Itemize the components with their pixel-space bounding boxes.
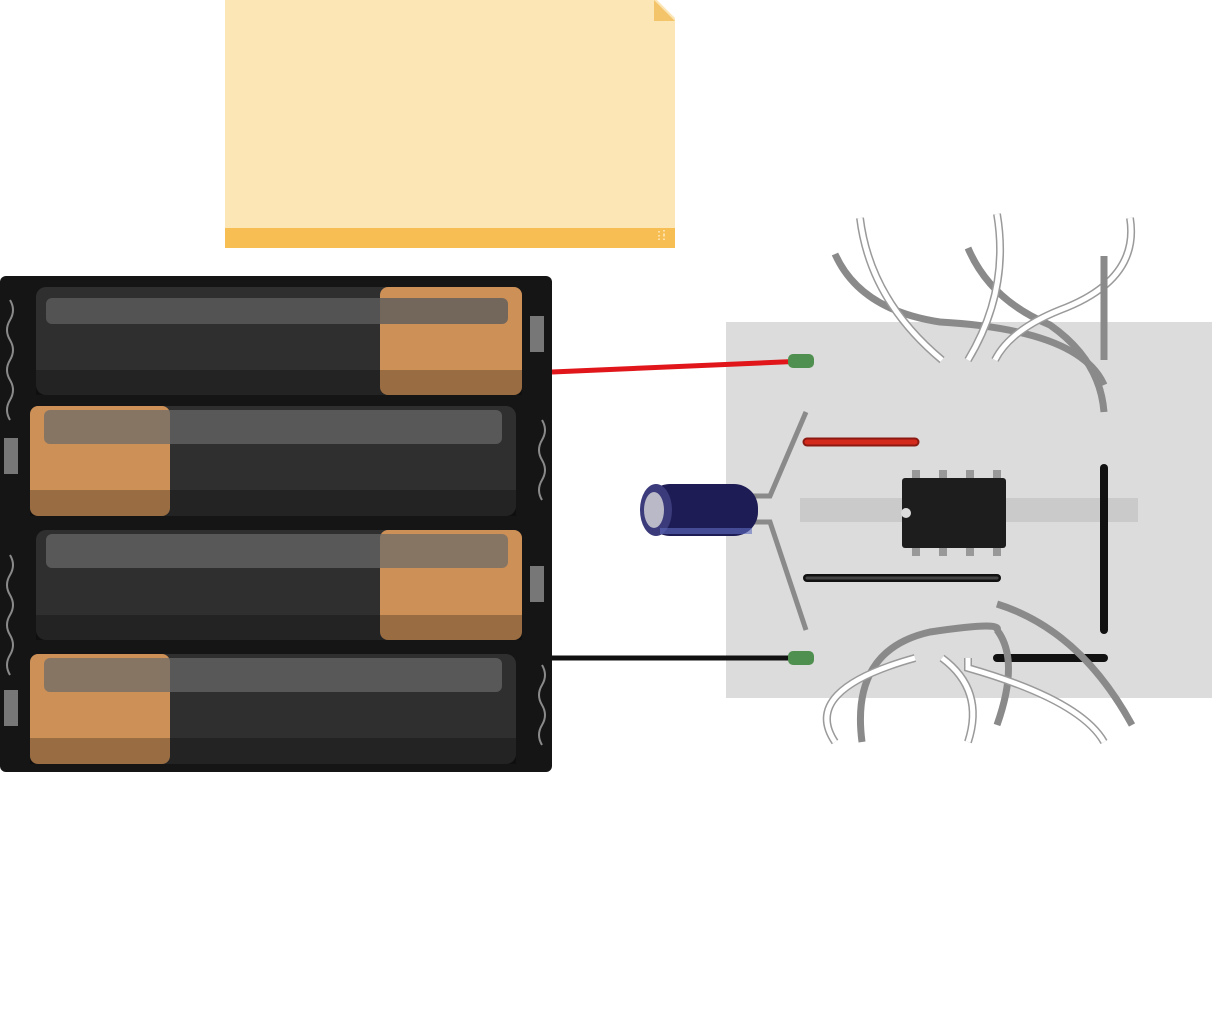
- battery-4: [30, 654, 516, 764]
- gray-wire[interactable]: [856, 622, 1001, 743]
- red-power-wire[interactable]: [551, 358, 806, 375]
- terminal-tab: [4, 438, 18, 474]
- note-bottom-bar: [225, 228, 675, 248]
- terminal-tab: [4, 690, 18, 726]
- terminal-tab: [530, 316, 544, 352]
- gray-wire[interactable]: [964, 246, 1108, 413]
- wire-end: [788, 354, 814, 368]
- capacitor[interactable]: [640, 411, 809, 631]
- right-spring-icon: [538, 664, 546, 746]
- sticky-note: [225, 0, 675, 248]
- left-spring-icon: [6, 299, 14, 421]
- right-spring-icon: [538, 419, 546, 501]
- gray-wire[interactable]: [995, 600, 1136, 727]
- wire-end: [788, 651, 814, 665]
- battery-holder: [0, 276, 552, 772]
- battery-holder-case: [0, 276, 552, 772]
- note-resize-grip-icon[interactable]: ·:::: [656, 227, 667, 243]
- battery-1: [36, 287, 522, 395]
- terminal-tab: [530, 566, 544, 602]
- gray-wire[interactable]: [993, 627, 1012, 727]
- left-spring-icon: [6, 554, 14, 676]
- battery-3: [36, 530, 522, 640]
- attiny85-chip[interactable]: [901, 470, 1006, 556]
- battery-2: [30, 406, 516, 516]
